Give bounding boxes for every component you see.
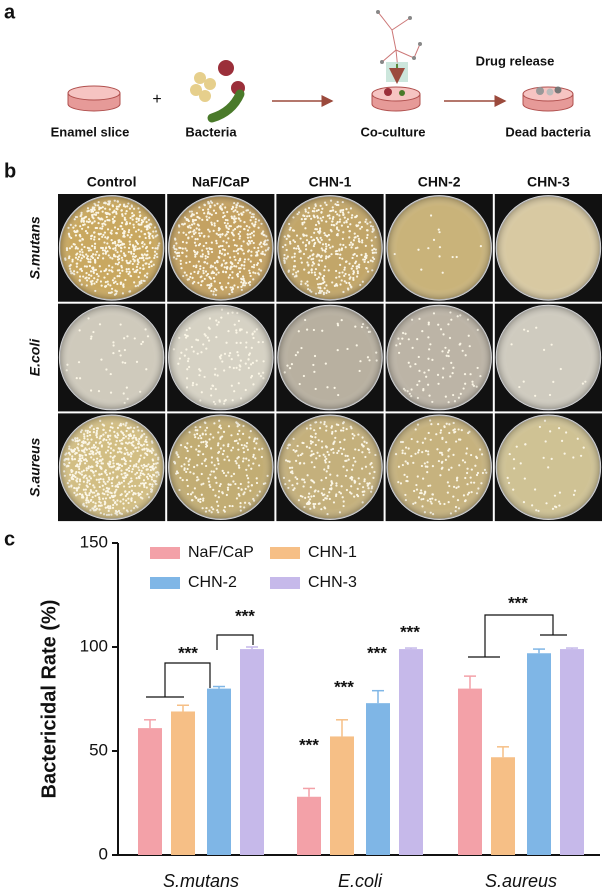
plate-shade [59,415,164,520]
panel-label: b [4,160,16,182]
plate-shade [496,305,601,410]
bar [207,688,231,855]
column-header: CHN-1 [309,174,352,190]
significance-bracket [484,614,554,657]
legend-swatch [150,547,180,559]
bar [399,649,423,855]
significance-label: *** [178,643,198,662]
y-tick-label: 0 [99,844,108,863]
bar [527,653,551,855]
y-tick-label: 100 [80,636,108,655]
plate-shade [278,305,382,410]
significance-label: *** [299,735,319,754]
y-axis-label: Bactericidal Rate (%) [38,600,60,799]
y-tick-label: 150 [80,532,108,551]
significance-bracket [164,662,211,697]
step-label: Enamel slice [51,124,130,139]
column-header: CHN-3 [527,174,570,190]
x-tick-label: S.mutans [163,871,239,891]
plate-shade [278,195,382,300]
bar [458,688,482,855]
significance-label: *** [235,606,255,625]
x-tick-label: E.coli [338,871,383,891]
plate-shade [496,195,601,300]
plate-shade [496,415,601,520]
plate-shade [168,195,273,300]
bar [560,649,584,855]
legend-label: CHN-3 [308,574,357,591]
plate-shade [59,195,164,300]
y-tick-label: 50 [89,740,108,759]
bar [240,649,264,855]
significance-label: *** [400,622,420,641]
legend-swatch [270,547,300,559]
bar [366,703,390,855]
plate-shade [168,305,273,410]
significance-label: *** [334,677,354,696]
plate-shade [387,305,492,410]
plus-sign: + [152,91,161,108]
bar [330,736,354,855]
panel-label: a [4,1,16,23]
significance-label: *** [367,643,387,662]
schematic-graphics [67,10,574,123]
row-header: E.coli [27,338,43,376]
plate-shade [278,415,382,520]
x-tick-label: S.aureus [485,871,557,891]
bar [171,711,195,855]
plate-shade [387,415,492,520]
column-header: NaF/CaP [192,174,250,190]
legend-swatch [150,577,180,589]
step-label: Bacteria [185,124,237,139]
arrow-label: Drug release [476,53,555,68]
step-label: Co-culture [361,124,426,139]
plate-shade [387,195,492,300]
column-header: CHN-2 [418,174,461,190]
plate-grid: Control NaF/CaP CHN-1 CHN-2 CHN-3 S.mutans E.c… [27,174,602,522]
bar [491,757,515,855]
step-label: Dead bacteria [505,124,591,139]
legend-label: CHN-1 [308,544,357,561]
legend-label: NaF/CaP [188,544,254,561]
plate-shade [168,415,273,520]
legend-swatch [270,577,300,589]
bar [297,796,321,855]
row-header: S.aureus [27,437,43,496]
row-header: S.mutans [27,216,43,279]
plate-shade [59,305,164,410]
legend-label: CHN-2 [188,574,237,591]
column-header: Control [87,174,137,190]
significance-label: *** [508,593,528,612]
bar [138,728,162,855]
panel-label: c [4,528,15,550]
